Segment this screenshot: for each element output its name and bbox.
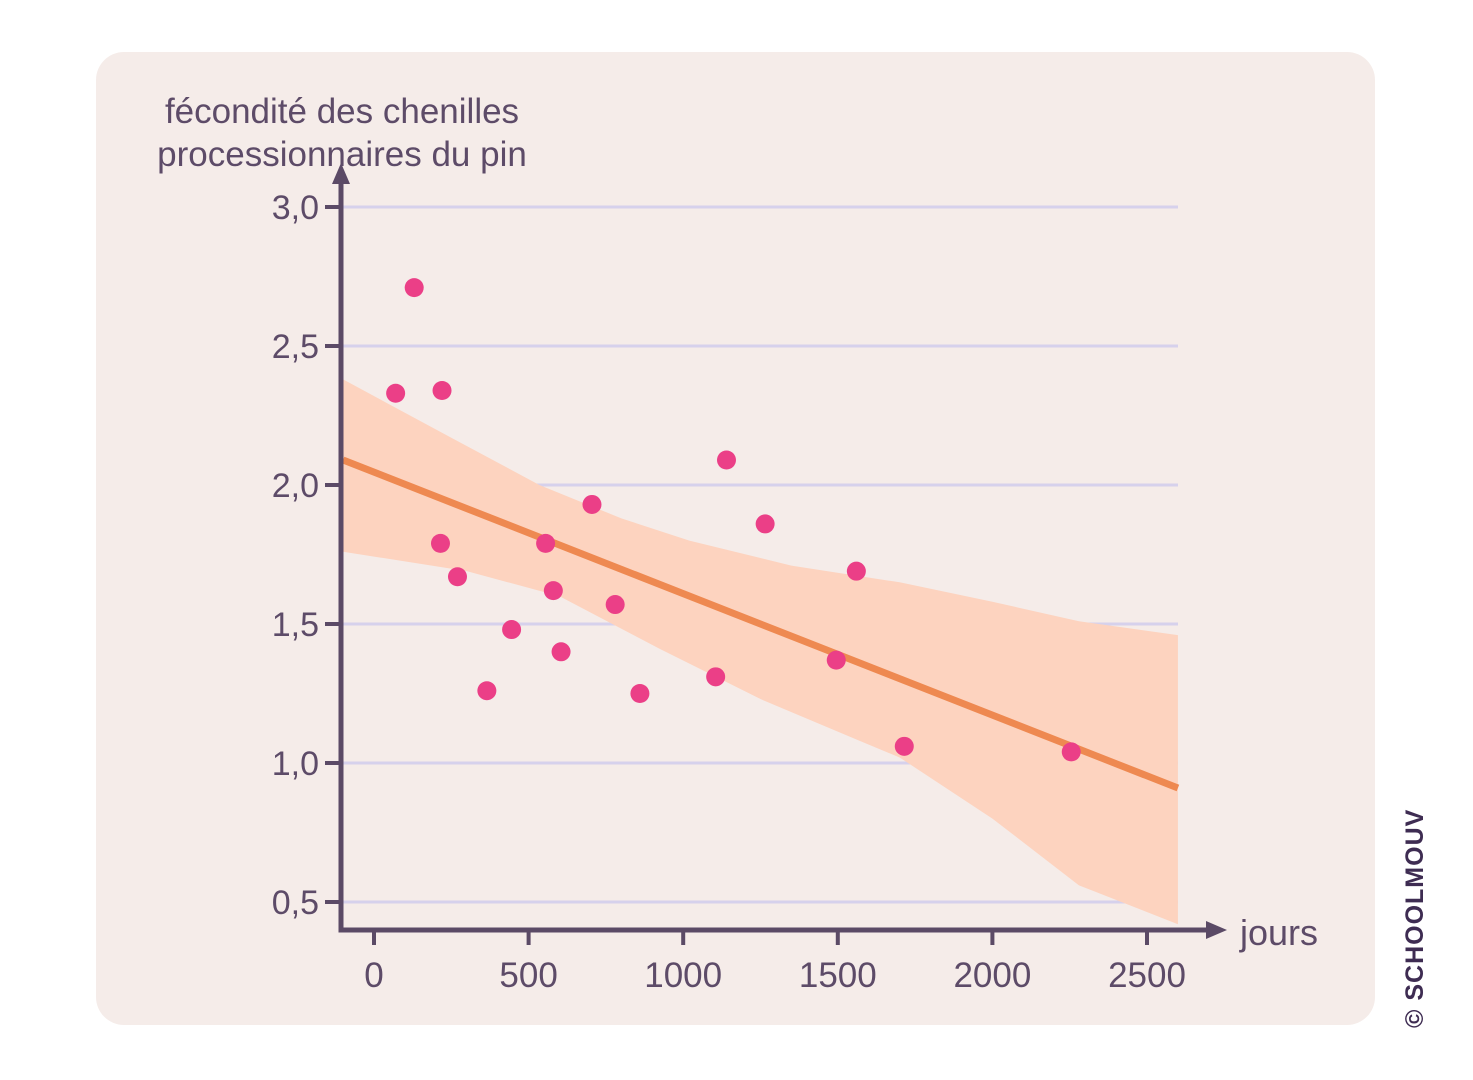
data-point	[755, 514, 775, 534]
y-axis-title-line1: fécondité des chenilles	[164, 92, 520, 131]
data-point	[404, 278, 424, 298]
data-point	[502, 620, 522, 640]
data-points-group	[386, 278, 1081, 762]
data-point	[430, 533, 450, 553]
y-tick-label: 2,5	[272, 328, 319, 366]
data-point	[706, 667, 726, 687]
y-tick-label: 2,0	[272, 467, 319, 505]
y-tick-label: 0,5	[272, 884, 319, 922]
data-point	[477, 681, 497, 701]
data-point	[605, 595, 625, 615]
data-point	[1061, 742, 1081, 762]
y-axis-arrow-icon	[332, 163, 350, 184]
data-point	[630, 684, 650, 703]
data-point	[826, 650, 846, 670]
data-point	[432, 380, 452, 400]
data-point	[582, 494, 602, 514]
y-tick-label: 1,0	[272, 745, 319, 783]
y-axis-title: fécondité des chenilles processionnaires…	[142, 90, 542, 176]
confidence-band-group	[343, 379, 1178, 925]
y-tick-label: 3,0	[272, 189, 319, 227]
data-point	[716, 450, 736, 470]
data-point	[447, 567, 467, 587]
x-tick-label: 1000	[644, 956, 722, 995]
data-point	[543, 581, 563, 601]
regression-line-group	[341, 456, 1180, 792]
data-point	[894, 736, 914, 756]
data-point	[551, 642, 571, 662]
x-tick-label: 2000	[953, 956, 1031, 995]
x-tick-label: 500	[499, 956, 557, 995]
data-point	[846, 561, 866, 581]
axes-group	[325, 163, 1227, 945]
regression-line	[341, 456, 1180, 792]
y-tick-label: 1,5	[272, 606, 319, 644]
confidence-band	[343, 379, 1178, 925]
tick-labels-group: 3,0 2,5 2,0 1,5 1,0 0,5 0 500 1000 1500 2000 2500	[272, 189, 1186, 995]
x-axis-label: jours	[1239, 912, 1318, 953]
x-tick-label: 2500	[1108, 956, 1186, 995]
x-axis-arrow-icon	[1206, 921, 1227, 939]
watermark: © SCHOOLMOUV	[1401, 808, 1429, 1028]
data-point	[386, 383, 406, 403]
x-tick-label: 0	[364, 956, 383, 995]
x-tick-label: 1500	[799, 956, 877, 995]
data-point	[536, 533, 556, 553]
